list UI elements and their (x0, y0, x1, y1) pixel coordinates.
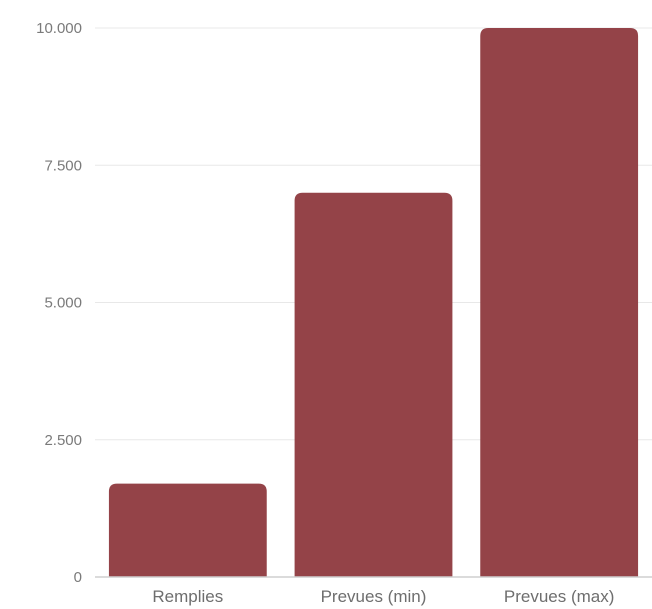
x-axis: Remplies Prevues (min) Prevues (max) (152, 587, 614, 606)
x-tick-label: Prevues (max) (504, 587, 615, 606)
bar (480, 28, 639, 577)
x-tick-label: Prevues (min) (321, 587, 427, 606)
y-tick-label: 2.500 (44, 432, 82, 449)
y-tick-label: 10.000 (36, 20, 82, 37)
bar-series (108, 28, 639, 577)
y-tick-label: 5.000 (44, 295, 82, 312)
y-tick-label: 7.500 (44, 157, 82, 174)
y-axis: 0 2.500 5.000 7.500 10.000 (36, 20, 82, 586)
bar (108, 483, 267, 577)
bar (294, 192, 453, 577)
x-tick-label: Remplies (152, 587, 223, 606)
y-tick-label: 0 (74, 569, 82, 586)
